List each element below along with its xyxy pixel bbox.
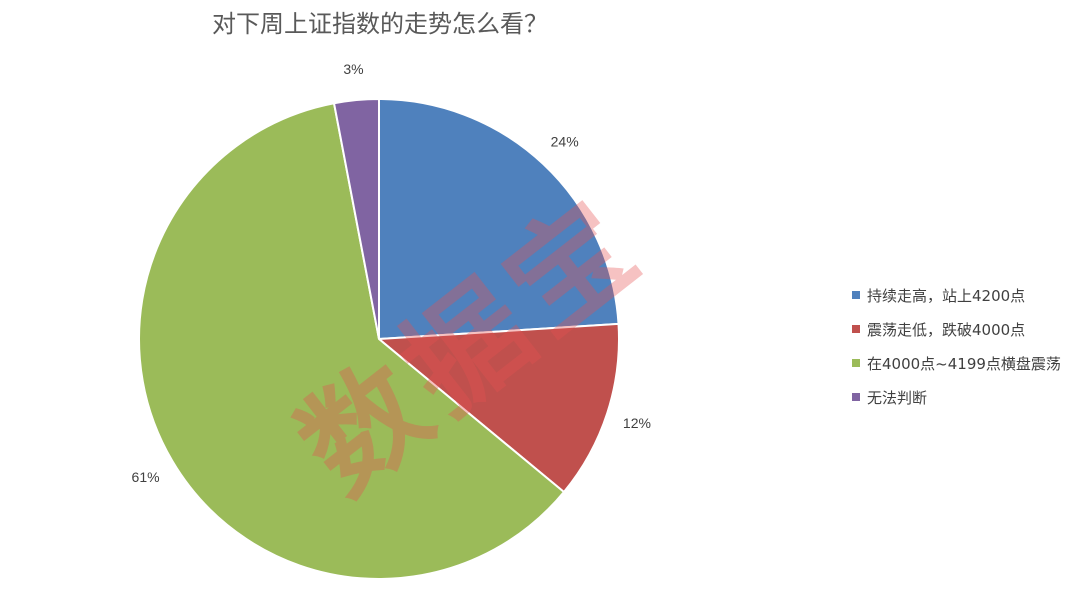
legend-label: 震荡走低，跌破4000点	[867, 320, 1026, 339]
legend-label: 无法判断	[867, 388, 928, 407]
data-label: 61%	[132, 469, 160, 485]
pie-slice	[376, 322, 620, 494]
legend-label: 在4000点~4199点横盘震荡	[867, 354, 1061, 373]
legend-item: 在4000点~4199点横盘震荡	[852, 346, 1061, 380]
legend-label: 持续走高，站上4200点	[867, 286, 1026, 305]
data-label: 12%	[623, 415, 651, 431]
pie-slice	[138, 102, 566, 580]
legend-swatch	[852, 359, 860, 367]
legend-swatch	[852, 325, 860, 333]
legend-item: 持续走高，站上4200点	[852, 278, 1061, 312]
pie-slice	[378, 97, 620, 341]
legend-item: 无法判断	[852, 380, 1061, 414]
legend-swatch	[852, 291, 860, 299]
legend: 持续走高，站上4200点 震荡走低，跌破4000点在4000点~4199点横盘震荡…	[852, 278, 1061, 414]
chart-title: 对下周上证指数的走势怎么看？	[212, 10, 548, 38]
pie-slice	[332, 97, 380, 340]
legend-item: 震荡走低，跌破4000点	[852, 312, 1061, 346]
data-label: 24%	[551, 133, 579, 149]
legend-swatch	[852, 393, 860, 401]
data-label: 3%	[343, 61, 363, 77]
